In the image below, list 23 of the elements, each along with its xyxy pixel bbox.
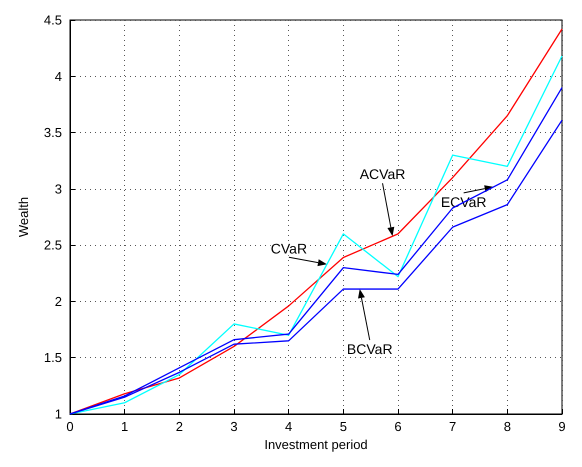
y-tick-label: 3 (54, 181, 62, 196)
x-tick-label: 5 (340, 419, 347, 434)
series-label: CVaR (270, 240, 308, 256)
x-tick-label: 6 (394, 419, 402, 434)
y-tick-label: 3.5 (44, 125, 62, 140)
x-tick-label: 9 (558, 419, 566, 434)
text: BCVaR (346, 341, 393, 358)
y-axis-title: Wealth (16, 196, 31, 238)
x-axis-title: Investment period (264, 436, 368, 452)
x-tick-label: 1 (121, 419, 128, 434)
x-tick-label: 4 (285, 419, 292, 434)
y-tick-label: 4 (54, 68, 62, 84)
y-tick-label: 4.5 (44, 12, 62, 28)
x-tick-label: 0 (66, 419, 74, 434)
y-tick-label: 2.5 (44, 238, 62, 253)
x-tick-label: 3 (230, 419, 238, 434)
y-tick-label: 1 (54, 406, 62, 422)
x-tick-label: 7 (449, 419, 456, 434)
text: ACVaR (360, 166, 406, 182)
x-tick-label: 2 (176, 419, 183, 434)
y-tick-label: 2 (54, 294, 62, 309)
x-tick-label: 8 (504, 419, 511, 434)
y-tick-label: 1.5 (44, 350, 62, 366)
